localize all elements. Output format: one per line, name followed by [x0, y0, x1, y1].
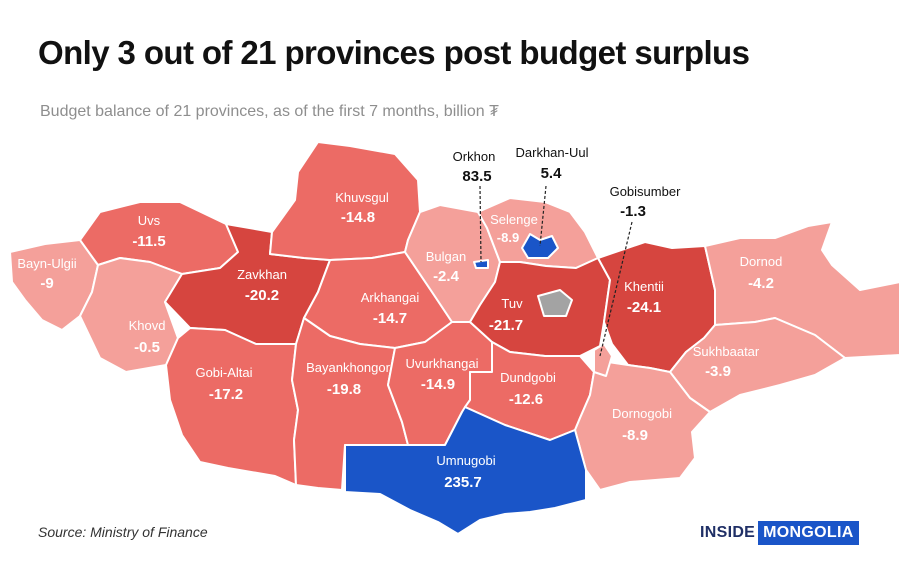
- province-shape-khovd[interactable]: [79, 257, 183, 373]
- province-value-umnugobi: 235.7: [444, 474, 482, 491]
- province-name-sukhbaatar: Sukhbaatar: [693, 344, 760, 359]
- province-value-darkhan-uul: 5.4: [541, 165, 563, 182]
- province-name-zavkhan: Zavkhan: [237, 267, 287, 282]
- province-name-uvurkhangai: Uvurkhangai: [406, 356, 479, 371]
- province-name-orkhon: Orkhon: [453, 149, 496, 164]
- province-value-gobisumber: -1.3: [620, 203, 646, 220]
- province-value-bayankhongor: -19.8: [327, 381, 361, 398]
- province-value-khentii: -24.1: [627, 299, 661, 316]
- leader-line-darkhan-uul: [539, 185, 547, 247]
- source-note: Source: Ministry of Finance: [38, 524, 208, 540]
- chart-title: Only 3 out of 21 provinces post budget s…: [38, 34, 750, 71]
- province-name-dundgobi: Dundgobi: [500, 370, 556, 385]
- province-name-selenge: Selenge: [490, 212, 538, 227]
- province-value-bayn-ulgii: -9: [40, 275, 53, 292]
- province-name-darkhan-uul: Darkhan-Uul: [516, 145, 589, 160]
- province-value-sukhbaatar: -3.9: [705, 363, 731, 380]
- province-name-dornod: Dornod: [740, 254, 783, 269]
- province-shape-sukhbaatar[interactable]: [669, 317, 846, 413]
- province-value-tuv: -21.7: [489, 317, 523, 334]
- province-value-dornod: -4.2: [748, 275, 774, 292]
- province-value-orkhon: 83.5: [462, 168, 491, 185]
- inside-mongolia-logo: INSIDE MONGOLIA: [700, 521, 859, 545]
- province-name-gobisumber: Gobisumber: [610, 184, 681, 199]
- province-name-khentii: Khentii: [624, 279, 664, 294]
- province-shape-gobi-altai[interactable]: [165, 327, 299, 486]
- province-name-gobi-altai: Gobi-Altai: [195, 365, 252, 380]
- logo-text-inside: INSIDE: [700, 524, 756, 541]
- province-shape-dornogobi[interactable]: [574, 361, 711, 491]
- province-value-gobi-altai: -17.2: [209, 386, 243, 403]
- province-value-dundgobi: -12.6: [509, 391, 543, 408]
- province-value-uvurkhangai: -14.9: [421, 376, 455, 393]
- province-value-bulgan: -2.4: [433, 268, 460, 285]
- province-value-arkhangai: -14.7: [373, 310, 407, 327]
- province-name-khovd: Khovd: [129, 318, 166, 333]
- province-shape-umnugobi[interactable]: [344, 406, 587, 535]
- province-name-dornogobi: Dornogobi: [612, 406, 672, 421]
- province-value-khovd: -0.5: [134, 339, 160, 356]
- province-value-selenge: -8.9: [497, 230, 519, 245]
- province-value-dornogobi: -8.9: [622, 427, 648, 444]
- province-name-bayn-ulgii: Bayn-Ulgii: [17, 256, 76, 271]
- province-name-bulgan: Bulgan: [426, 249, 466, 264]
- province-name-uvs: Uvs: [138, 213, 161, 228]
- province-name-bayankhongor: Bayankhongor: [306, 360, 391, 375]
- province-value-zavkhan: -20.2: [245, 287, 279, 304]
- ulaanbaatar-no-data-area: [537, 289, 573, 317]
- province-name-arkhangai: Arkhangai: [361, 290, 420, 305]
- logo-text-mongolia: MONGOLIA: [758, 521, 859, 545]
- province-shape-orkhon[interactable]: [473, 259, 489, 269]
- province-name-umnugobi: Umnugobi: [436, 453, 495, 468]
- province-name-tuv: Tuv: [501, 296, 523, 311]
- province-value-khuvsgul: -14.8: [341, 209, 375, 226]
- province-value-uvs: -11.5: [132, 233, 165, 250]
- chart-subtitle: Budget balance of 21 provinces, as of th…: [40, 103, 499, 120]
- leader-line-orkhon: [479, 185, 482, 263]
- leader-line-gobisumber: [599, 221, 633, 357]
- province-name-khuvsgul: Khuvsgul: [335, 190, 389, 205]
